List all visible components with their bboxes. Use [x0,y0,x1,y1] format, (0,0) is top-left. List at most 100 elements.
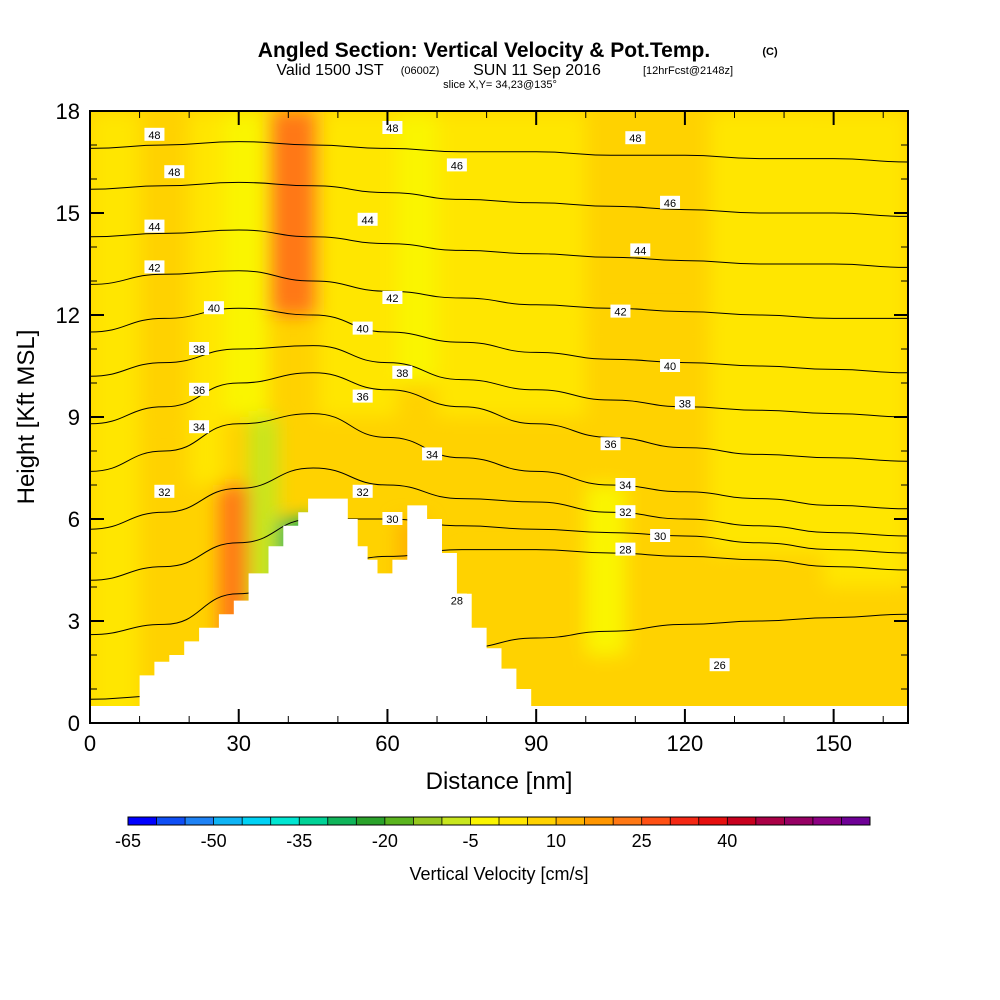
slice-info: slice X,Y= 34,23@135° [443,79,557,91]
x-tick-label: 0 [84,731,96,756]
colorbar-swatch [812,817,842,825]
isentrope-label-box [446,158,467,172]
colorbar-swatch [613,817,643,825]
colorbar-tick-label: -65 [115,831,141,851]
x-tick-label: 150 [815,731,852,756]
isentrope-label: 46 [660,195,681,210]
isentrope-30 [90,518,908,581]
colorbar-swatch [384,817,414,825]
isentrope-label-box [352,484,373,498]
isentrope-label-box [630,243,651,257]
colorbar-swatch [556,817,586,825]
isentrope-label-text: 36 [604,439,616,451]
velocity-cell [709,111,824,553]
colorbar-label: Vertical Velocity [cm/s] [409,864,588,884]
isentrope-label-text: 30 [654,531,666,543]
isentrope-label-text: 28 [451,596,463,608]
isentrope-label-box [615,505,636,519]
isentrope-label-text: 40 [664,361,676,373]
isentrope-label-box [660,359,681,372]
colorbar-swatch [299,817,329,825]
velocity-cell [318,111,398,417]
isentrope-36 [90,372,908,462]
isentrope-label-box [615,478,636,491]
isentrope-label: 42 [144,260,165,274]
isentrope-label-text: 34 [193,422,205,434]
colorbar-swatch [128,817,158,825]
colorbar-swatch [670,817,700,825]
ground-strip [90,706,908,723]
y-axis-label: Height [Kft MSL] [13,330,40,505]
isentrope-label: 40 [660,359,681,373]
isentrope-42 [90,270,908,319]
valid-utc: (0600Z) [401,65,440,77]
colorbar-swatch [641,817,671,825]
isentrope-label-box [650,529,671,542]
isentrope-label: 44 [630,243,651,257]
isentrope-label-box [610,304,631,318]
isentrope-label-text: 48 [168,167,180,179]
isentrope-label-text: 48 [386,123,398,135]
isentrope-label-text: 42 [148,262,160,274]
isentrope-label-text: 44 [634,245,646,257]
chart-title-tag: (C) [762,46,778,58]
colorbar-swatch [755,817,785,825]
isentrope-label: 36 [189,382,210,397]
isentrope-label-box [189,342,210,355]
isentrope-label-text: 48 [148,130,160,142]
velocity-cell [268,111,319,315]
isentrope-label-text: 44 [361,215,373,227]
colorbar-swatch [242,817,272,825]
isentrope-label-box [203,301,224,315]
isentrope-38 [90,345,908,418]
colorbar-tick-label: -35 [286,831,312,851]
isentrope-label-text: 42 [386,293,398,305]
x-tick-label: 90 [524,731,548,756]
colorbar-swatch [784,817,814,825]
colorbar-swatch [213,817,243,825]
isentrope-label-box [144,219,165,233]
colorbar-swatch [527,817,557,825]
isentrope-label: 48 [625,131,646,145]
isentrope-label-text: 42 [614,307,626,319]
colorbar-tick-label: 25 [632,831,652,851]
isentrope-label-text: 38 [679,398,691,410]
isentrope-label-box [357,212,378,226]
isentrope-label-box [422,447,443,461]
x-tick-label: 120 [667,731,704,756]
isentrope-label-text: 38 [396,368,408,380]
isentrope-label: 48 [144,127,165,142]
isentrope-label-box [615,542,636,556]
colorbar-swatch [584,817,614,825]
isentrope-48 [90,141,908,163]
isentrope-label: 44 [357,212,378,227]
x-axis-label: Distance [nm] [426,768,573,795]
isentrope-32 [90,467,908,537]
isentrope-label-text: 34 [426,449,438,461]
isentrope-label: 34 [189,420,210,434]
velocity-cell [397,111,438,383]
colorbar-tick-label: -20 [372,831,398,851]
isentrope-label-text: 30 [386,514,398,526]
isentrope-label: 44 [144,219,165,234]
colorbar-tick-label: 10 [546,831,566,851]
colorbar-tick-label: -50 [201,831,227,851]
isentrope-label-box [392,365,413,379]
y-tick-label: 9 [68,405,80,430]
isentrope-label-text: 32 [619,507,631,519]
colorbar: -65 -50 -35 -20 -5 10 25 40 [115,816,871,851]
isentrope-label-text: 38 [193,344,205,356]
isentrope-label-box [352,389,373,403]
colorbar-swatch [499,817,529,825]
colorbar-swatch [156,817,186,825]
isentrope-label-text: 46 [664,198,676,210]
isentrope-label-text: 40 [357,324,369,336]
isentrope-label-box [674,396,695,410]
plot-area: 48 48 48 48 46 46 44 44 44 42 42 42 40 40 40 38 38 38 36 36… [90,111,908,723]
isentrope-label: 42 [610,304,631,319]
colorbar-swatch [441,817,471,825]
isentrope-label: 40 [203,301,224,315]
isentrope-label-text: 34 [619,480,631,492]
